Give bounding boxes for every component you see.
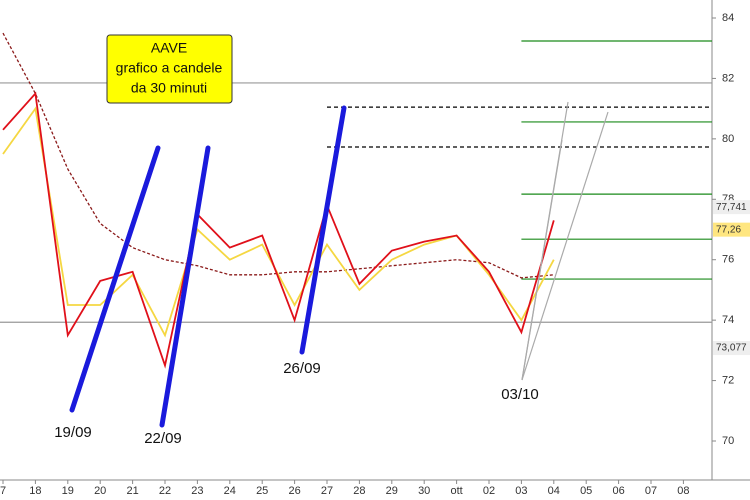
price-tag-label: 77,26 — [716, 224, 741, 235]
title-box — [106, 34, 233, 104]
x-tick-label: 7 — [0, 485, 6, 497]
price-tag — [713, 200, 750, 215]
title-line: AAVE — [151, 40, 187, 56]
x-tick-label: 22 — [159, 485, 171, 497]
annotation: 26/09 — [283, 360, 321, 377]
x-tick-label: 21 — [126, 485, 138, 497]
annotation: 03/10 — [501, 386, 539, 403]
annotation: 19/09 — [54, 424, 92, 441]
x-tick-label: 28 — [353, 485, 365, 497]
x-tick-label: ott — [450, 485, 462, 497]
fan-line — [521, 139, 563, 381]
x-tick-label: 23 — [191, 485, 203, 497]
x-tick-label: 29 — [386, 485, 398, 497]
x-tick-label: 04 — [548, 485, 560, 497]
fan-lines — [521, 101, 609, 381]
trend-line — [299, 105, 347, 355]
x-tick-label: 25 — [256, 485, 268, 497]
x-tick-label: 08 — [677, 485, 689, 497]
x-tick-label: 20 — [94, 485, 106, 497]
x-tick-label: 05 — [580, 485, 592, 497]
y-tick-label: 76 — [722, 254, 734, 266]
x-tick-label: 19 — [62, 485, 74, 497]
price-tag-label: 73,077 — [716, 343, 747, 354]
price-tag-label: 77,741 — [716, 202, 747, 213]
title-line: da 30 minuti — [131, 80, 207, 96]
price-line — [2, 91, 555, 369]
trend-lines — [69, 105, 347, 428]
fan-line — [521, 111, 609, 381]
x-tick-label: 07 — [645, 485, 657, 497]
title-line: grafico a candele — [116, 60, 223, 76]
annotation: 22/09 — [144, 430, 182, 447]
price-tag — [713, 341, 750, 356]
y-tick-label: 72 — [722, 374, 734, 386]
y-tick-label: 80 — [722, 133, 734, 145]
y-tick-label: 82 — [722, 72, 734, 84]
price-tag — [713, 222, 750, 237]
trend-line — [69, 145, 161, 413]
x-tick-label: 30 — [418, 485, 430, 497]
x-tick-label: 03 — [515, 485, 527, 497]
x-tick-label: 26 — [288, 485, 300, 497]
x-tick-label: 02 — [483, 485, 495, 497]
x-tick-label: 18 — [29, 485, 41, 497]
x-tick-label: 27 — [321, 485, 333, 497]
y-tick-label: 74 — [722, 314, 734, 326]
x-tick-label: 06 — [612, 485, 624, 497]
y-tick-label: 84 — [722, 12, 734, 24]
y-tick-label: 70 — [722, 435, 734, 447]
trend-line — [159, 145, 211, 428]
x-tick-label: 24 — [224, 485, 236, 497]
